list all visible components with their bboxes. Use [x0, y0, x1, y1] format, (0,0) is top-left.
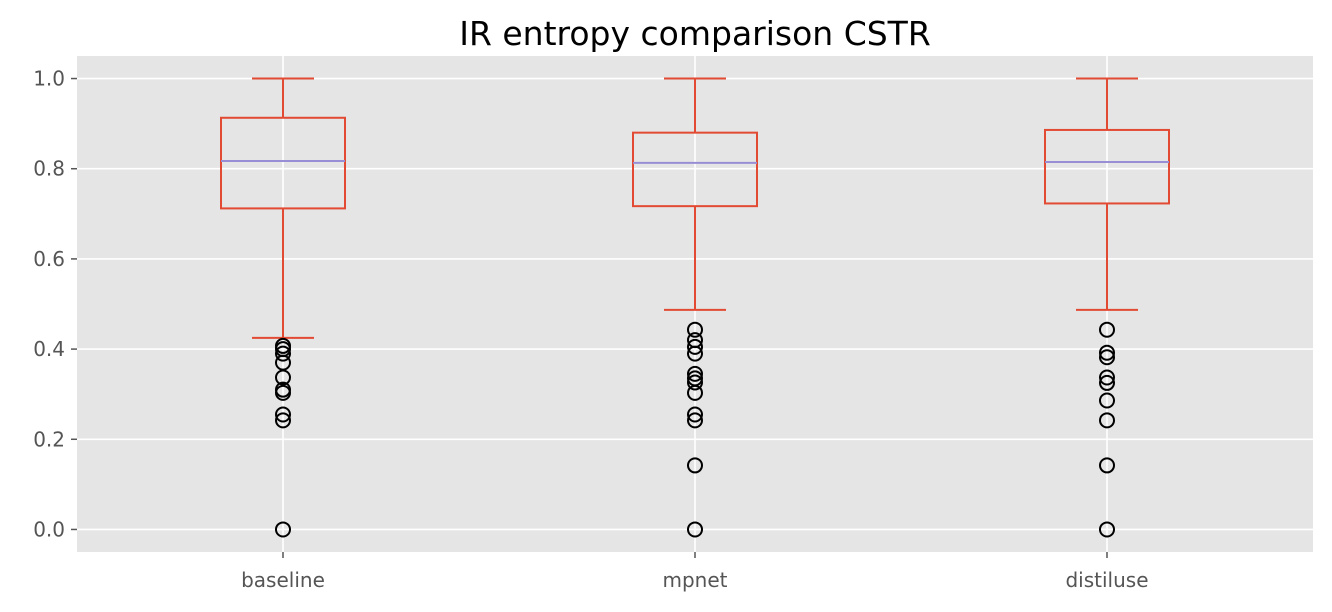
axes-layer: 0.0 0.2 0.4 0.6 0.8 1.0 baseline mpnet distiluse	[33, 67, 1148, 592]
outlier-point	[687, 412, 703, 429]
y-tick-label: 1.0	[33, 67, 65, 91]
x-tick-label: distiluse	[1065, 568, 1148, 592]
outlier-point	[275, 406, 291, 423]
outlier-point	[687, 321, 703, 338]
outlier-point	[1099, 457, 1115, 474]
outlier-point	[1099, 521, 1115, 538]
iqr-box	[220, 116, 346, 210]
outlier-point	[275, 345, 291, 362]
outlier-point	[1099, 321, 1115, 338]
outlier-point	[687, 338, 703, 355]
outlier-point	[1099, 344, 1115, 361]
outlier-point	[1099, 392, 1115, 409]
outlier-point	[275, 521, 291, 538]
outlier-point	[687, 406, 703, 423]
outlier-point	[1099, 369, 1115, 386]
x-tick-label: baseline	[241, 568, 325, 592]
box-group-baseline	[220, 77, 346, 538]
outlier-point	[1099, 412, 1115, 429]
y-tick-label: 0.2	[33, 427, 65, 451]
outlier-point	[1099, 349, 1115, 366]
outlier-point	[687, 374, 703, 391]
chart-title: IR entropy comparison CSTR	[459, 14, 931, 53]
iqr-box	[632, 131, 758, 208]
y-tick-label: 0.8	[33, 157, 65, 181]
outlier-point	[1099, 374, 1115, 391]
box-group-mpnet	[632, 77, 758, 538]
outlier-point	[275, 412, 291, 429]
outlier-point	[687, 365, 703, 382]
y-tick-label: 0.0	[33, 517, 65, 541]
outlier-point	[687, 384, 703, 401]
outlier-point	[687, 345, 703, 362]
outlier-point	[275, 369, 291, 386]
boxes-layer	[220, 77, 1170, 538]
outlier-point	[275, 384, 291, 401]
box-group-distiluse	[1044, 77, 1170, 538]
outlier-point	[687, 457, 703, 474]
iqr-box	[1044, 128, 1170, 205]
outlier-point	[687, 521, 703, 538]
y-tick-label: 0.6	[33, 247, 65, 271]
x-tick-label: mpnet	[663, 568, 728, 592]
y-tick-label: 0.4	[33, 337, 65, 361]
